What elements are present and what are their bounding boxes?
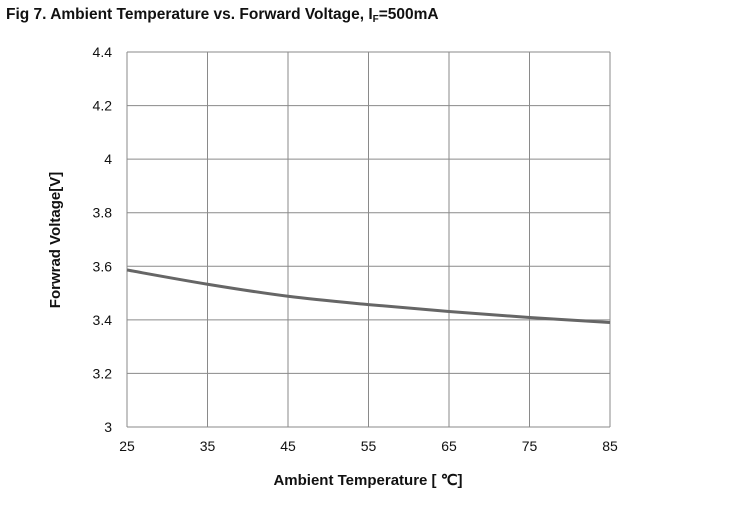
x-tick-label: 35 [200,438,216,454]
x-tick-label: 55 [361,438,377,454]
y-tick-label: 4 [104,151,112,167]
x-tick-label: 65 [441,438,457,454]
y-tick-label: 3 [104,419,112,435]
series [126,268,611,325]
y-tick-label: 4.2 [93,98,113,114]
x-tick-label: 25 [119,438,135,454]
x-tick-label: 45 [280,438,296,454]
chart-title: Fig 7. Ambient Temperature vs. Forward V… [6,6,439,25]
x-tick-label: 85 [602,438,618,454]
y-tick-label: 4.4 [93,44,113,60]
tick-labels: 25 35 45 55 65 75 85 3 3.2 3.4 3.6 3.8 4 4.2 4.4 [93,44,618,454]
y-tick-label: 3.4 [93,312,113,328]
x-axis-label: Ambient Temperature [ ℃] [273,472,462,489]
y-axis-label: Forwrad Voltage[V] [47,172,64,308]
x-tick-label: 75 [522,438,538,454]
series-line [126,268,611,325]
y-tick-label: 3.2 [93,365,113,381]
y-tick-label: 3.8 [93,205,113,221]
y-tick-label: 3.6 [93,258,113,274]
grid [126,51,611,428]
